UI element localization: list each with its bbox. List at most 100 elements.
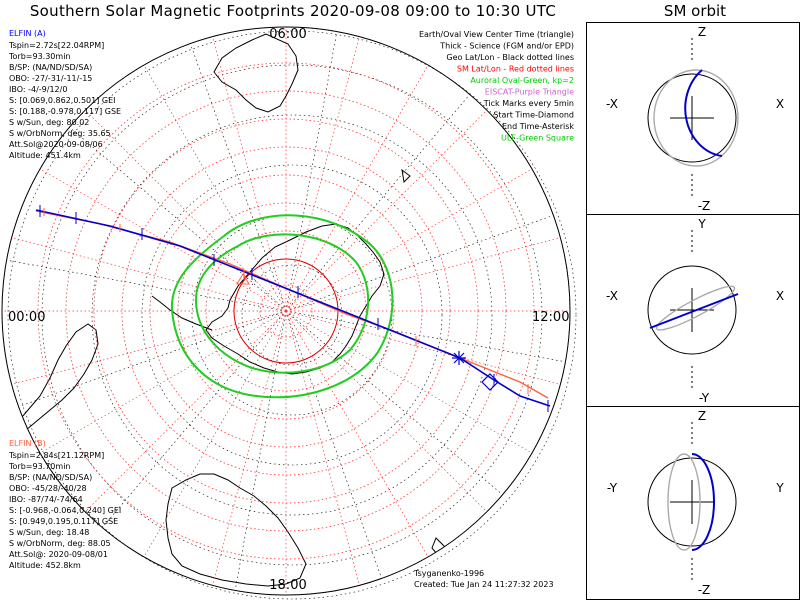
- geo-lat-circle: [191, 214, 393, 416]
- elfin-a-info-line: OBO: -27/-31/-11/-15: [9, 74, 92, 83]
- orbit-a-path: [684, 69, 723, 157]
- view-center-triangle: [236, 273, 250, 285]
- orbit-panel: Z -Z -Y Y: [607, 409, 784, 597]
- legend-item: SM Lat/Lon - Red dotted lines: [457, 65, 574, 74]
- orbit-label-bottom: -Y: [699, 391, 710, 405]
- mlt-label-bottom: 18:00: [269, 578, 306, 593]
- sm-lon-line: [212, 310, 287, 586]
- map-boundary: [1, 26, 571, 596]
- geo-lon-line: [285, 94, 470, 312]
- orbit-label-top: Y: [697, 217, 706, 231]
- sm-orbit-panels: Z -Z -X X Y -Y -X X Z -Z -Y Y: [606, 25, 784, 597]
- earth-circle: [647, 73, 737, 163]
- australia-outline: [165, 473, 307, 587]
- geo-lon-line: [102, 310, 287, 528]
- sm-lon-line: [11, 237, 287, 312]
- elfin-b-info: Tspin=2.84s[21.12RPM] Torb=93.70min B/SP: …: [8, 451, 121, 570]
- geo-lon-line: [285, 215, 554, 312]
- orbit-label-bottom: -Z: [698, 583, 711, 597]
- elfin-a-info-line: Att.Sol@2020-09-08/06: [9, 140, 103, 149]
- legend-item: Thick - Science (FGM and/or EPD): [439, 42, 574, 51]
- orbit-a-path: [649, 293, 739, 329]
- elfin-a-info-line: B/SP: (NA/ND/SD/SA): [9, 63, 92, 72]
- elfin-a-label: ELFIN (A): [9, 29, 46, 38]
- orbit-label-left: -Y: [607, 481, 618, 495]
- track-tick-marks: [39, 205, 549, 412]
- sm-lon-line: [285, 310, 561, 385]
- south-america-outline: [7, 323, 99, 441]
- sm-lon-line: [212, 36, 287, 312]
- elfin-b-info-line: S: [-0.968,-0.064,0.240] GEI: [9, 506, 121, 515]
- plot-title: Southern Solar Magnetic Footprints 2020-…: [29, 2, 557, 20]
- polar-map: 06:00 00:00 12:00 18:00: [1, 26, 577, 600]
- small-island: [401, 168, 411, 184]
- legend: Earth/Oval View Center Time (triangle) Th…: [419, 30, 574, 143]
- orbit-panel: Y -Y -X X: [606, 217, 784, 405]
- elfin-b-info-line: Altitude: 452.8km: [9, 561, 81, 570]
- legend-item: Start Time-Diamond: [493, 111, 574, 120]
- sm-lon-line: [285, 310, 360, 586]
- africa-outline: [213, 33, 299, 113]
- orbit-b-path: [655, 285, 736, 331]
- geo-lon-line: [234, 310, 287, 591]
- sm-lon-line: [39, 168, 287, 312]
- orbit-panel: Z -Z -X X: [606, 25, 784, 213]
- legend-item: End Time-Asterisk: [502, 122, 574, 131]
- sm-lon-line: [285, 109, 488, 312]
- orbit-label-right: X: [776, 97, 784, 111]
- geo-lat-circle: [241, 264, 343, 366]
- elfin-a-info-line: Torb=93.30min: [8, 52, 70, 61]
- sm-lon-line: [285, 310, 488, 513]
- orbit-label-bottom: -Z: [698, 199, 711, 213]
- start-diamond-marker: [481, 373, 499, 391]
- orbit-label-right: X: [776, 289, 784, 303]
- legend-item: Earth/Oval View Center Time (triangle): [419, 30, 574, 39]
- orbit-label-top: Z: [698, 25, 706, 39]
- mlt-label-left: 00:00: [8, 310, 45, 325]
- earth-circle: [647, 457, 737, 547]
- antarctic-peninsula: [151, 295, 213, 331]
- earth-circle: [647, 265, 737, 355]
- elfin-a-info-line: S w/Sun, deg: 80.02: [9, 118, 89, 127]
- elfin-b-info-line: S: [0.949,0.195,0.117] GSE: [9, 517, 118, 526]
- orbit-b-path: [653, 69, 739, 167]
- auroral-oval-inner: [194, 233, 370, 374]
- legend-item: Tick Marks every 5min: [483, 99, 574, 108]
- sm-lon-line: [285, 36, 360, 312]
- sm-latlon-grid: [1, 26, 571, 596]
- geo-lat-circle: [91, 114, 493, 516]
- sm-lon-line: [285, 237, 561, 312]
- sm-lon-line: [84, 310, 287, 513]
- legend-item: ULF-Green Square: [501, 134, 574, 143]
- continent-outlines: [7, 33, 459, 587]
- elfin-b-info-line: Att.Sol@: 2020-09-08/01: [9, 550, 108, 559]
- orbit-title: SM orbit: [663, 2, 727, 20]
- sm-lon-line: [285, 168, 533, 312]
- orbit-label-top: Z: [698, 409, 706, 423]
- orbit-b-path: [667, 453, 701, 551]
- sm-lon-line: [143, 64, 287, 312]
- orbit-label-left: -X: [606, 97, 618, 111]
- elfin-b-info-line: Tspin=2.84s[21.12RPM]: [8, 451, 104, 460]
- legend-item: Auroral Oval-Green, kp=2: [470, 76, 574, 85]
- elfin-b-info-line: IBO: -87/74/-74/64: [9, 495, 83, 504]
- auroral-oval-outer: [170, 214, 394, 399]
- orbit-label-right: Y: [775, 481, 784, 495]
- track-b-tick-marks: [43, 208, 529, 394]
- legend-item: Geo Lat/Lon - Black dotted lines: [446, 53, 574, 62]
- elfin-b-info-line: OBO: -45/28/-40/28: [9, 484, 87, 493]
- elfin-a-info: Tspin=2.72s[22.04RPM] Torb=93.30min B/SP: …: [8, 41, 121, 160]
- sm-lon-line: [285, 64, 429, 312]
- elfin-b-label: ELFIN (B): [9, 439, 46, 448]
- created-label: Created: Tue Jan 24 11:27:32 2023: [414, 580, 554, 589]
- geo-lon-line: [285, 310, 382, 579]
- geo-lon-line: [6, 259, 287, 312]
- elfin-a-info-line: S: [0.069,0.862,0.501] GEI: [9, 96, 116, 105]
- sm-lon-line: [39, 310, 287, 454]
- sm-lon-line: [11, 310, 287, 385]
- sm-lon-line: [84, 109, 287, 312]
- elfin-a-info-line: IBO: -4/-9/12/0: [9, 85, 67, 94]
- legend-item: EISCAT-Purple Triangle: [485, 88, 574, 97]
- geo-lon-line: [285, 310, 566, 363]
- elfin-b-info-line: S w/Sun, deg: 18.48: [9, 528, 89, 537]
